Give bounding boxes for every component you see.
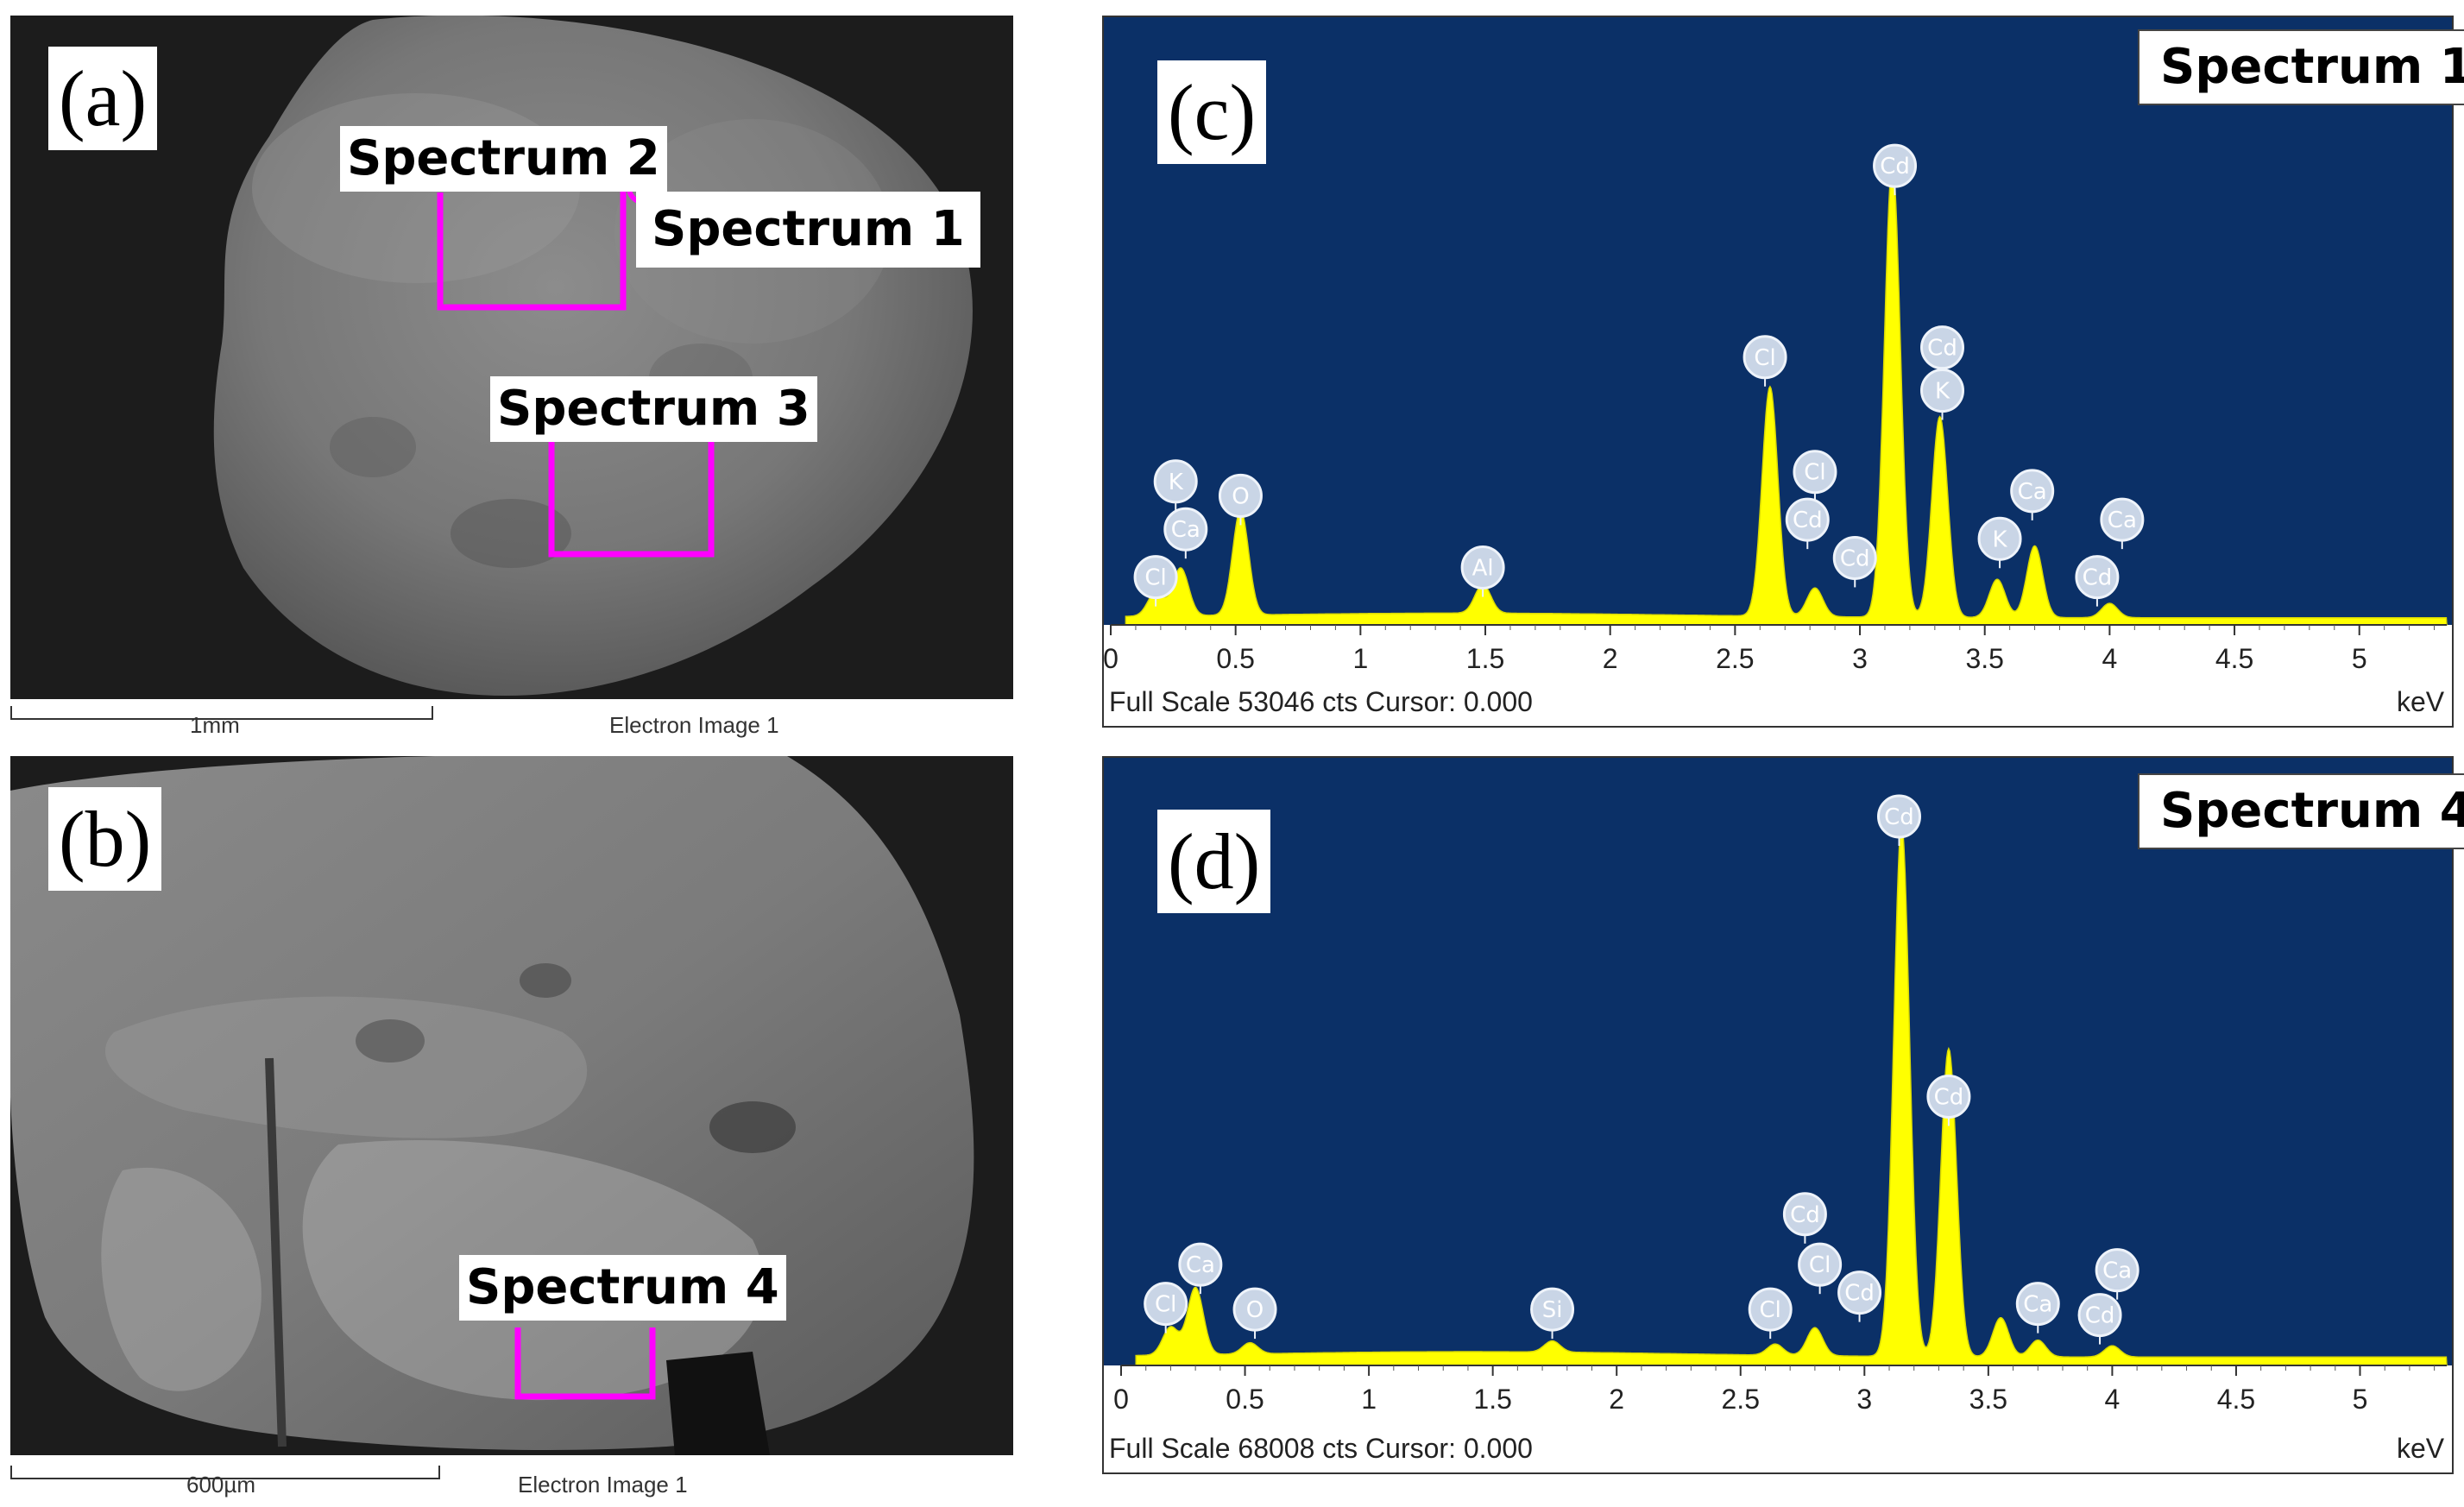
- spectrum-d-x-tick-label: 1.5: [1473, 1384, 1511, 1415]
- spectrum-d-element-label: Ca: [1186, 1252, 1215, 1278]
- spectrum-unit-c: keV: [2397, 686, 2445, 717]
- spectrum-c-x-tick-label: 0.5: [1216, 643, 1254, 674]
- spectrum-c-element-label: Cl: [1754, 345, 1775, 371]
- spectrum-d-x-tick-label: 5: [2353, 1384, 2368, 1415]
- spectrum-c-x-tick-label: 1: [1352, 643, 1368, 674]
- spectrum-d-element-label: Si: [1542, 1297, 1563, 1323]
- spectrum-title-c: Spectrum 1: [2138, 29, 2464, 105]
- spectrum-c-x-tick-label: 5: [2352, 643, 2367, 674]
- spectrum-footer-c: Full Scale 53046 cts Cursor: 0.000: [1109, 686, 1533, 717]
- spectrum-d-element-marker: [1178, 1242, 1223, 1287]
- spectrum-d-element-label: Cl: [1809, 1252, 1831, 1278]
- spectrum-c-element-label: Cl: [1144, 565, 1166, 591]
- spectrum-d-x-tick-label: 0.5: [1226, 1384, 1264, 1415]
- sem-caption-b: Electron Image 1: [518, 1472, 688, 1498]
- spectrum-unit-d: keV: [2397, 1433, 2445, 1464]
- spectrum-c-element-label: Cd: [1927, 336, 1957, 362]
- sem-image-a: (a) Spectrum 2 Spectrum 1 Spectrum 3: [10, 16, 1013, 699]
- spectrum-d-element-label: Ca: [2102, 1258, 2132, 1284]
- particle-a-graphic: [213, 16, 973, 697]
- spectrum-c-element-label: K: [1169, 470, 1184, 495]
- spectrum-d-x-tick-label: 0: [1113, 1384, 1129, 1415]
- scale-bar-b: [10, 1466, 440, 1479]
- spectrum-c-element-label: Cd: [1840, 545, 1870, 571]
- spectrum-d-element-label: Cd: [1790, 1202, 1820, 1228]
- spectrum-chart-d: 0 0.5 1 1.5 2 2.5 3 3.5 4 4.5 5 Cl Ca O Si Cl Cd Cl Cd Cd Cd…: [1104, 758, 2452, 1415]
- panel-letter-d: (d): [1157, 810, 1271, 913]
- spectrum-c-element-label: Cd: [2083, 565, 2113, 591]
- callout-spectrum-3: Spectrum 3: [490, 376, 817, 442]
- spectrum-d-x-tick-label: 2.5: [1722, 1384, 1760, 1415]
- spectrum-c-element-label: Ca: [2108, 508, 2137, 533]
- spectrum-c-element-label: Al: [1472, 556, 1494, 582]
- spectrum-d-element-marker: [2095, 1248, 2139, 1293]
- spectrum-c-x-tick-label: 4: [2102, 643, 2117, 674]
- spectrum-d-x-tick-label: 1: [1361, 1384, 1377, 1415]
- spectrum-d-x-tick-label: 4: [2105, 1384, 2121, 1415]
- panel-letter-a: (a): [48, 47, 158, 150]
- spectrum-panel-d: 0 0.5 1 1.5 2 2.5 3 3.5 4 4.5 5 Cl Ca O Si Cl Cd Cl Cd Cd Cd…: [1102, 756, 2464, 1474]
- panel-letter-c: (c): [1157, 60, 1267, 164]
- callout-spectrum-4: Spectrum 4: [459, 1255, 786, 1321]
- spectrum-d-element-marker: [1798, 1242, 1843, 1287]
- spectrum-c-x-tick-label: 3: [1852, 643, 1868, 674]
- spectrum-d-x-tick-label: 2: [1609, 1384, 1624, 1415]
- spectrum-d-element-label: Cd: [1934, 1084, 1964, 1110]
- spectrum-c-element-label: O: [1232, 483, 1249, 509]
- scale-bar-a: [10, 706, 433, 720]
- spectrum-c-x-tick-label: 3.5: [1965, 643, 2003, 674]
- spectrum-panel-c: 0 0.5 1 1.5 2 2.5 3 3.5 4 4.5 5 Cl Ca K O Al Cl Cl Cd Cd Cd C…: [1102, 16, 2464, 728]
- callout-spectrum-1: Spectrum 1: [636, 192, 980, 268]
- spectrum-d-element-label: Cl: [1155, 1292, 1176, 1318]
- spectrum-d-element-label: Cl: [1760, 1297, 1781, 1323]
- sem-image-b: (b) Spectrum 4: [10, 756, 1013, 1455]
- sem-caption-a: Electron Image 1: [609, 712, 779, 738]
- spectrum-c-element-label: Ca: [1171, 517, 1200, 543]
- spectrum-d-element-label: Cd: [2085, 1303, 2115, 1329]
- spectrum-d-element-label: Cd: [1844, 1281, 1875, 1307]
- spectrum-d-element-label: Cd: [1884, 804, 1914, 830]
- spectrum-d-x-tick-label: 4.5: [2217, 1384, 2255, 1415]
- spectrum-d-element-label: Ca: [2023, 1292, 2052, 1318]
- scale-label-b: 600µm: [186, 1472, 256, 1498]
- spectrum-footer-d: Full Scale 68008 cts Cursor: 0.000: [1109, 1433, 1533, 1464]
- spectrum-c-element-label: Cl: [1804, 460, 1825, 486]
- spectrum-d-x-tick-label: 3.5: [1969, 1384, 2007, 1415]
- spectrum-c-x-tick-label: 4.5: [2215, 643, 2253, 674]
- spectrum-c-spectrum-area: [1125, 163, 2448, 626]
- spectrum-c-element-label: K: [1935, 379, 1950, 405]
- spectrum-d-spectrum-area: [1135, 824, 2448, 1366]
- spectrum-d-plot-background: [1104, 758, 2452, 1365]
- spectrum-c-x-tick-label: 2.5: [1716, 643, 1754, 674]
- spectrum-c-x-tick-label: 1.5: [1466, 643, 1504, 674]
- panel-letter-b: (b): [48, 787, 162, 891]
- callout-spectrum-2: Spectrum 2: [340, 126, 667, 192]
- spectrum-c-element-label: Ca: [2018, 479, 2047, 505]
- spectrum-c-element-label: Cd: [1793, 508, 1823, 533]
- spectrum-chart-c: 0 0.5 1 1.5 2 2.5 3 3.5 4 4.5 5ClCaKOAlClClCdCdCdC…: [1104, 17, 2452, 674]
- spectrum-c-x-tick-label: 2: [1603, 643, 1618, 674]
- spectrum-c-element-label: K: [1993, 527, 2008, 552]
- spectrum-d-element-marker: [1877, 794, 1922, 839]
- spectrum-d-x-tick-label: 3: [1856, 1384, 1872, 1415]
- scale-label-a: 1mm: [190, 712, 240, 738]
- spectrum-title-d: Spectrum 4: [2138, 773, 2464, 849]
- spectrum-d-element-label: O: [1246, 1297, 1264, 1323]
- spectrum-d-element-marker: [1926, 1074, 1971, 1119]
- spectrum-c-element-label: Cd: [1880, 154, 1910, 180]
- spectrum-c-x-tick-label: 0: [1104, 643, 1119, 674]
